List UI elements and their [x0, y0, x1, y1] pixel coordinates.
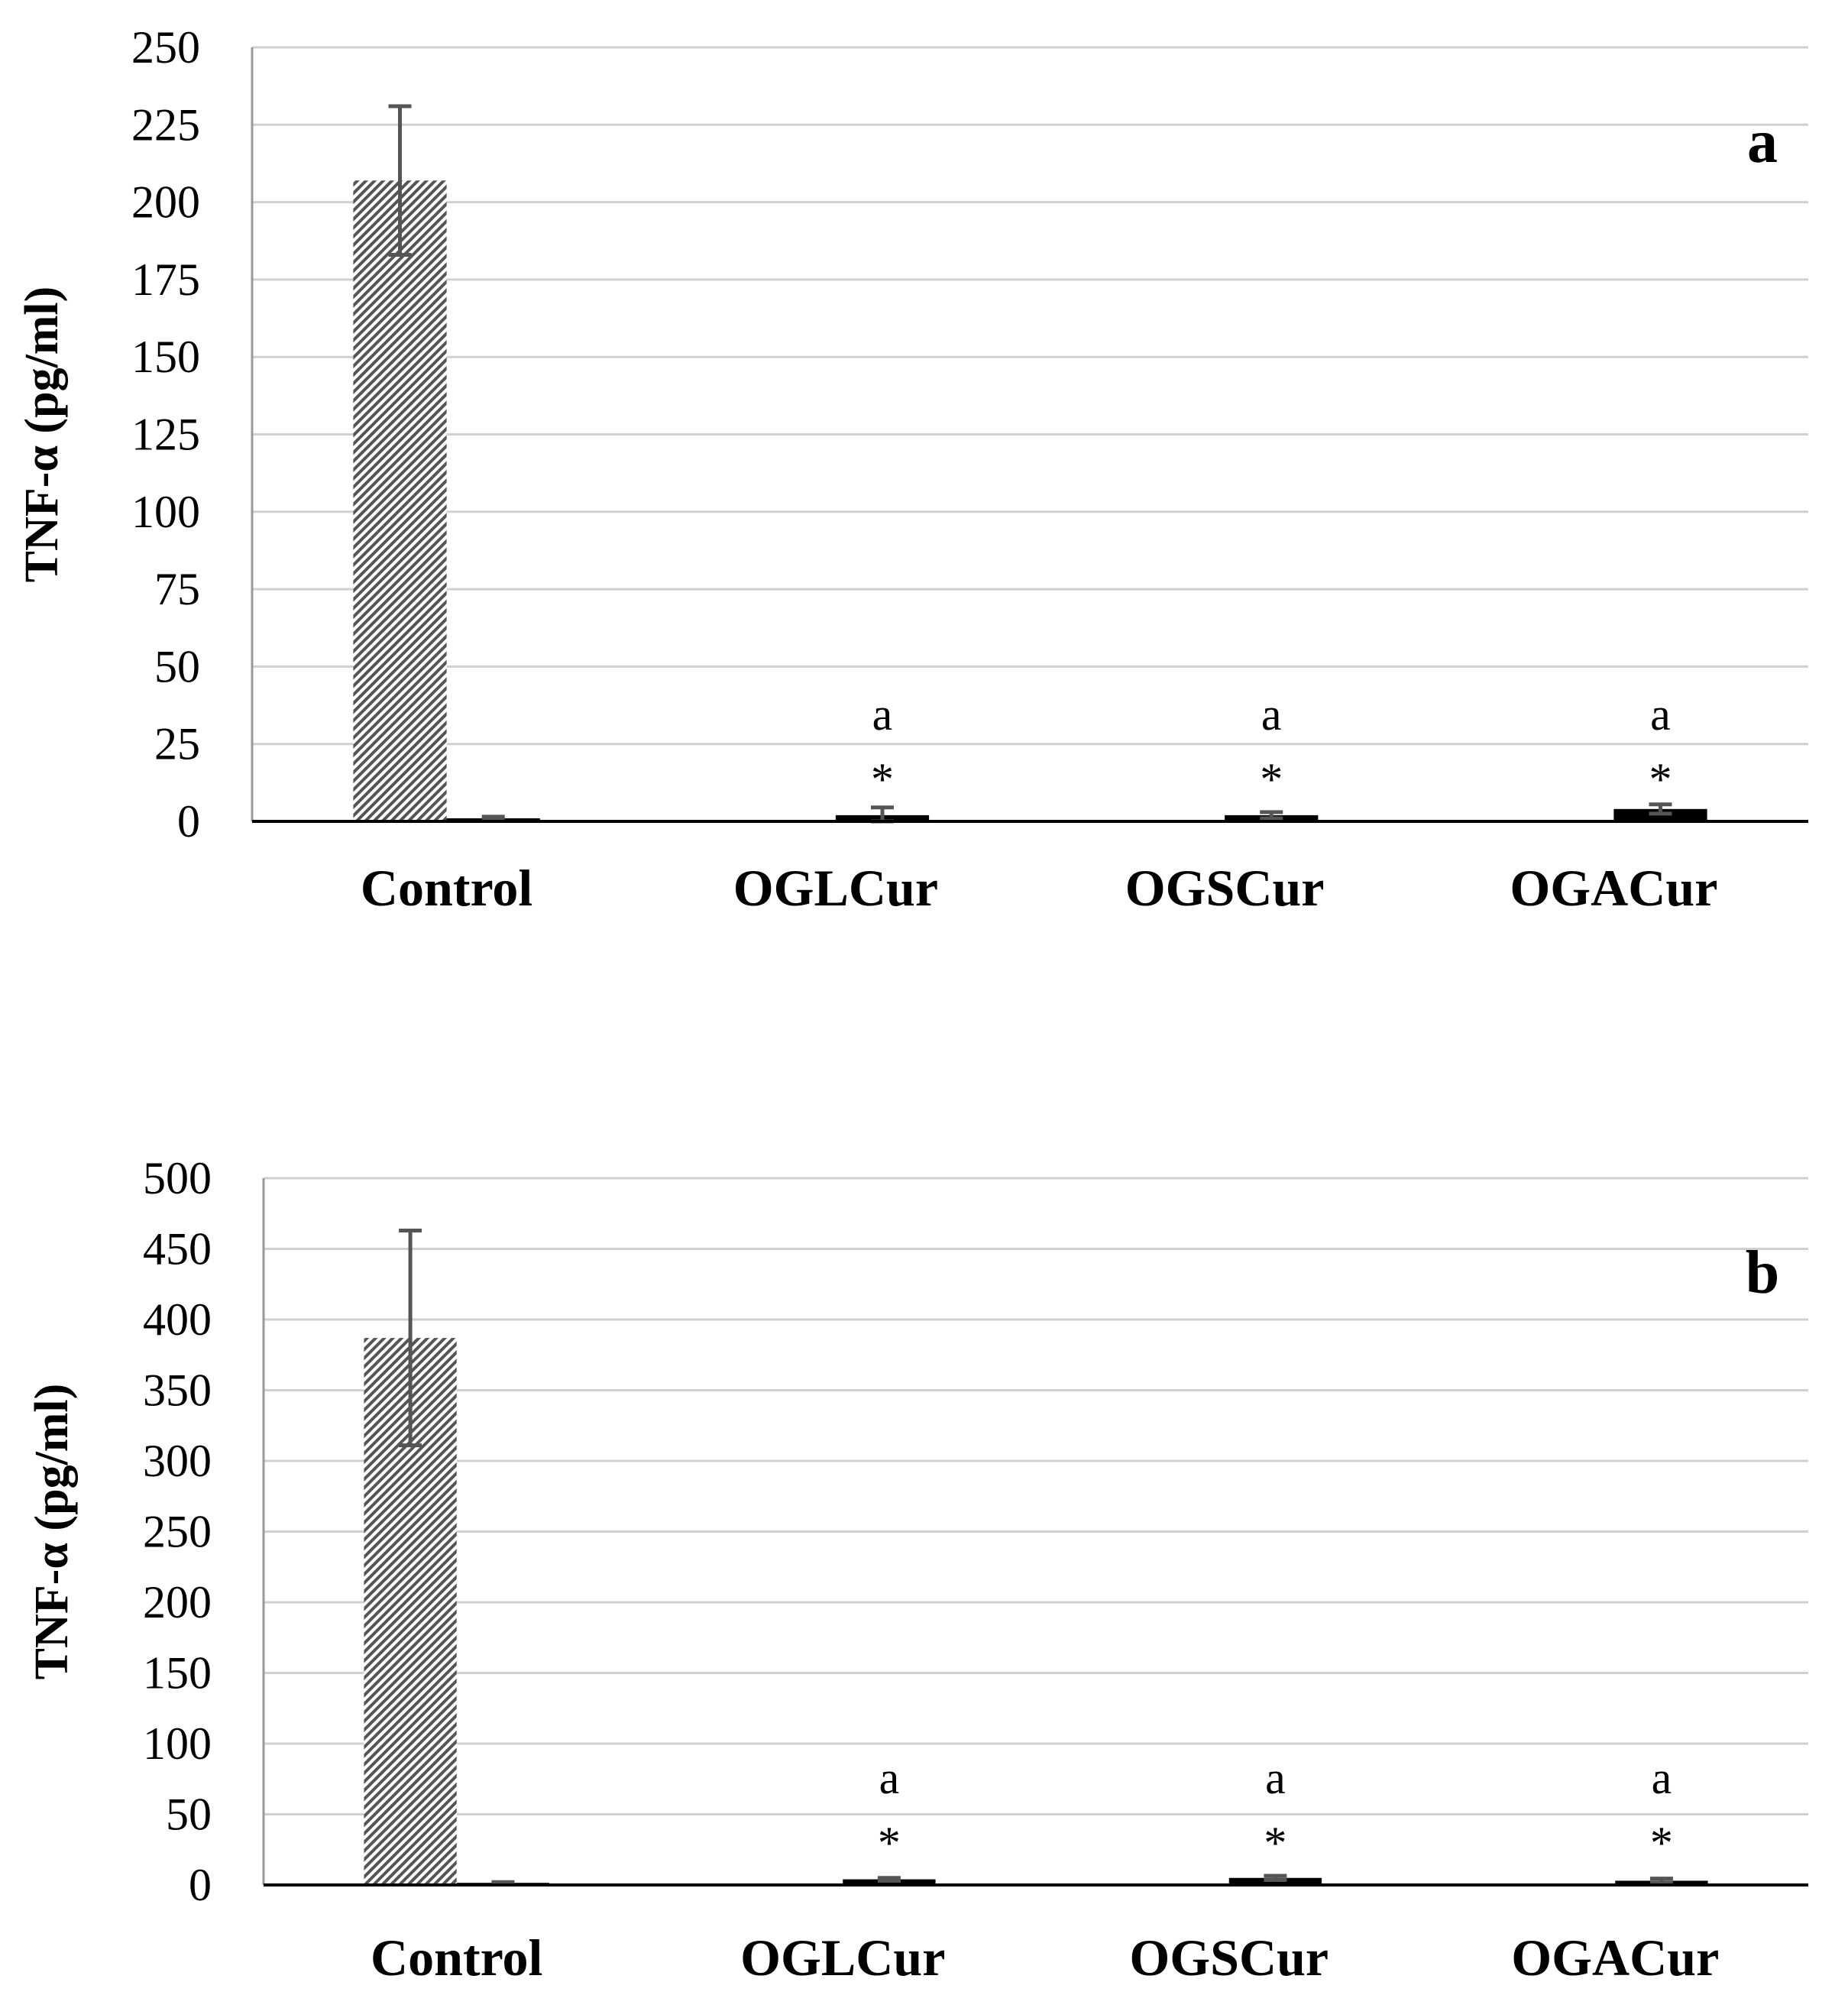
- y-tick-label: 250: [131, 22, 200, 73]
- y-tick-label: 250: [143, 1507, 212, 1557]
- bar-hatched-Control: [353, 180, 447, 822]
- category-label: OGLCur: [733, 859, 938, 917]
- category-label: OGACur: [1510, 859, 1717, 917]
- significance-letter: a: [1650, 689, 1671, 740]
- y-tick-label: 400: [143, 1294, 212, 1345]
- significance-letter: a: [1265, 1753, 1286, 1803]
- category-label: Control: [361, 859, 532, 917]
- category-label: Control: [371, 1929, 542, 1987]
- significance-letter: a: [872, 689, 893, 740]
- significance-asterisk: *: [1649, 754, 1672, 805]
- y-axis-label: TNF-α (pg/ml): [16, 287, 68, 583]
- category-label: OGSCur: [1125, 859, 1325, 917]
- panel-label: a: [1747, 108, 1778, 176]
- y-tick-label: 0: [189, 1860, 212, 1910]
- y-tick-label: 300: [143, 1436, 212, 1486]
- y-tick-label: 150: [143, 1648, 212, 1699]
- y-tick-label: 350: [143, 1365, 212, 1416]
- y-tick-label: 50: [154, 641, 200, 691]
- significance-asterisk: *: [878, 1818, 901, 1868]
- panel-label: b: [1746, 1239, 1780, 1307]
- significance-letter: a: [1261, 689, 1282, 740]
- chart-panel-a: 0 25 50 75 100 125 150 175 200 225 250 TNF-α (pg/ml…: [16, 22, 1808, 917]
- category-label: OGACur: [1511, 1929, 1719, 1987]
- category-label: OGSCur: [1129, 1929, 1329, 1987]
- y-tick-label: 75: [154, 564, 200, 614]
- y-tick-label: 100: [143, 1718, 212, 1769]
- y-tick-label: 50: [166, 1789, 212, 1840]
- y-tick-label: 150: [131, 332, 200, 382]
- y-tick-label: 500: [143, 1153, 212, 1203]
- significance-asterisk: *: [1264, 1818, 1286, 1868]
- y-tick-label: 200: [143, 1577, 212, 1627]
- significance-letter: a: [1652, 1753, 1672, 1803]
- chart-panel-b: 0 50 100 150 200 250 300 350 400 450 500 TNF-α (pg/…: [26, 1153, 1808, 1987]
- y-tick-label: 200: [131, 177, 200, 228]
- y-tick-label: 100: [131, 487, 200, 537]
- y-tick-label: 175: [131, 254, 200, 305]
- y-tick-label: 125: [131, 410, 200, 460]
- y-tick-label: 450: [143, 1224, 212, 1274]
- significance-asterisk: *: [1650, 1818, 1673, 1868]
- significance-letter: a: [879, 1753, 900, 1803]
- y-tick-label: 0: [177, 796, 200, 847]
- y-tick-label: 225: [131, 99, 200, 150]
- y-tick-label: 25: [154, 719, 200, 769]
- significance-asterisk: *: [1260, 754, 1283, 805]
- y-axis-label: TNF-α (pg/ml): [26, 1384, 78, 1680]
- category-label: OGLCur: [740, 1929, 945, 1987]
- significance-asterisk: *: [871, 754, 894, 805]
